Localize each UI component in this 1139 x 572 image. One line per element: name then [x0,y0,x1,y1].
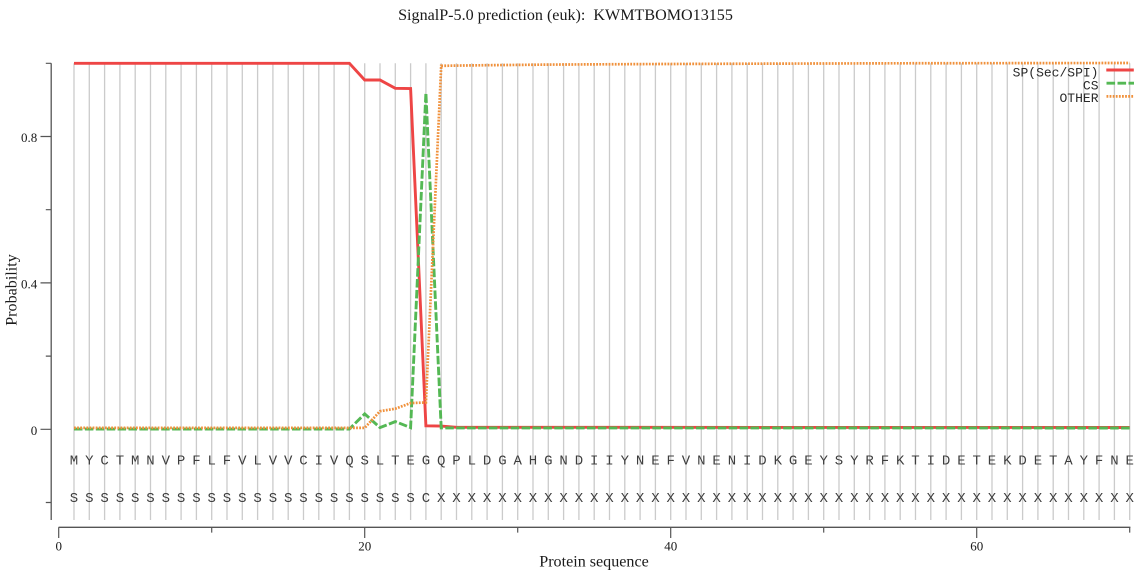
svg-text:60: 60 [970,539,983,554]
svg-text:40: 40 [664,539,677,554]
svg-text:SignalP-5.0 prediction (euk):: SignalP-5.0 prediction (euk): KWMTBOMO13… [398,7,733,24]
svg-text:0: 0 [55,539,62,554]
svg-text:SP(Sec/SPI): SP(Sec/SPI) [1013,66,1099,81]
svg-text:Protein sequence: Protein sequence [539,554,649,571]
svg-text:Probability: Probability [4,254,21,326]
svg-text:0: 0 [31,423,38,438]
svg-text:0.8: 0.8 [21,130,37,145]
svg-text:20: 20 [358,539,371,554]
svg-text:0.4: 0.4 [21,277,38,292]
svg-text:CS: CS [1083,78,1099,93]
svg-text:OTHER: OTHER [1059,91,1098,106]
